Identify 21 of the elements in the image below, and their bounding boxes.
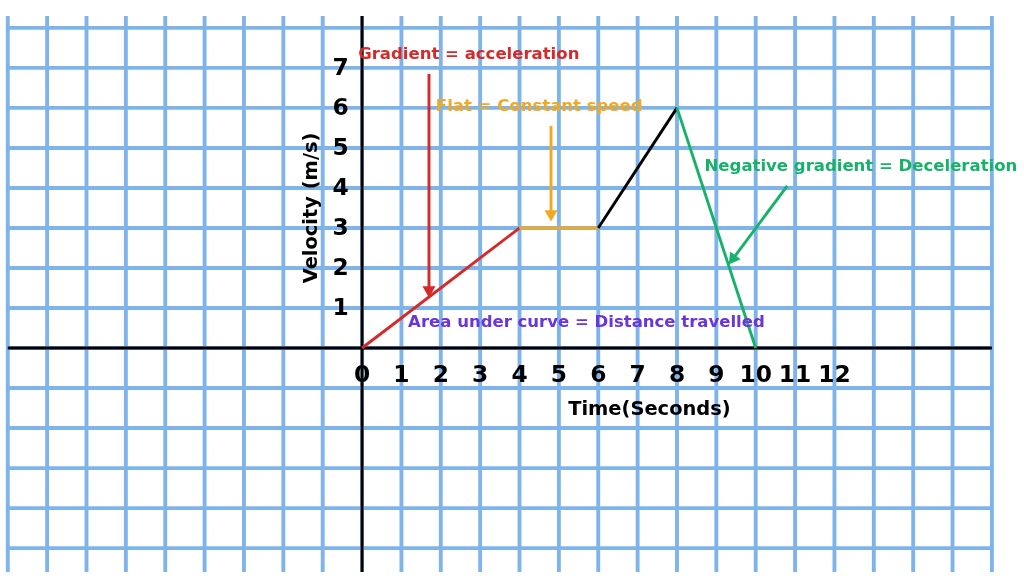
y-axis-title: Velocity (m/s) bbox=[299, 132, 323, 284]
y-tick-label: 6 bbox=[332, 92, 349, 121]
x-tick-label: 3 bbox=[472, 360, 489, 389]
y-tick-label: 2 bbox=[332, 252, 349, 281]
x-tick-label: 4 bbox=[511, 360, 528, 389]
x-tick-label: 7 bbox=[629, 360, 646, 389]
y-tick-label: 3 bbox=[332, 212, 349, 241]
x-tick-label: 2 bbox=[432, 360, 449, 389]
x-tick-label: 5 bbox=[550, 360, 568, 389]
y-tick-label: 4 bbox=[332, 172, 349, 201]
x-tick-label: 8 bbox=[668, 360, 686, 389]
x-tick-label: 12 bbox=[818, 360, 851, 389]
x-tick-label: 11 bbox=[778, 360, 812, 389]
x-tick-label: 1 bbox=[393, 360, 410, 389]
y-tick-label: 1 bbox=[332, 292, 349, 321]
x-tick-label: 10 bbox=[739, 360, 772, 389]
x-axis-title: Time(Seconds) bbox=[568, 397, 731, 421]
x-tick-label: 6 bbox=[590, 360, 607, 389]
y-tick-label: 7 bbox=[332, 52, 349, 81]
y-tick-label: 5 bbox=[332, 132, 349, 161]
x-tick-label: 9 bbox=[708, 360, 725, 389]
